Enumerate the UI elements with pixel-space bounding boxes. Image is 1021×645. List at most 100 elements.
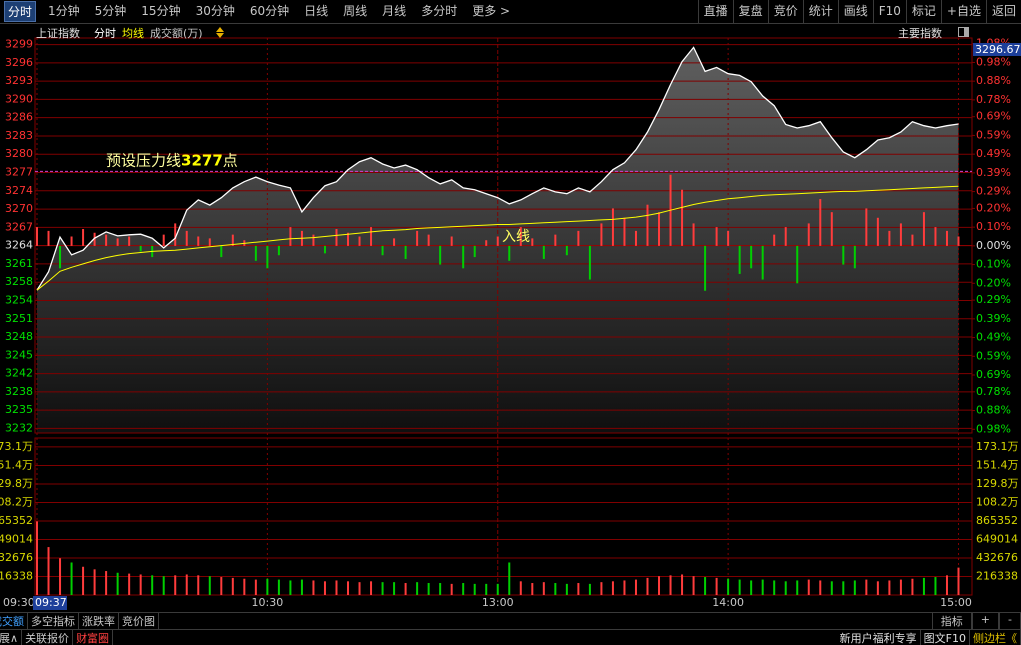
change-bar xyxy=(888,230,891,246)
toolbar-button[interactable]: 直播 xyxy=(697,0,733,23)
toolbar-button[interactable]: +自选 xyxy=(940,0,986,23)
toolbar-button[interactable]: 返回 xyxy=(985,0,1021,23)
status-link[interactable]: 新用户福利专享 xyxy=(837,630,921,645)
change-bar xyxy=(358,236,361,246)
y-tick-label: 3267 xyxy=(5,220,33,233)
volume-bar xyxy=(819,580,822,595)
change-bar xyxy=(485,240,488,246)
legend-average[interactable]: 均线 xyxy=(122,26,144,40)
change-bar xyxy=(439,245,442,265)
change-bar xyxy=(347,232,350,246)
indicator-tab[interactable]: 多空指标 xyxy=(28,613,79,629)
volume-tick-label: 129.8万 xyxy=(0,477,33,490)
main-index[interactable]: 主要指数 xyxy=(898,26,942,40)
y-tick-label: 3251 xyxy=(5,312,33,325)
period-tab[interactable]: 1分钟 xyxy=(48,4,80,18)
change-bar xyxy=(727,230,730,246)
index-title: 上证指数 xyxy=(36,26,80,40)
period-tab[interactable]: 分时 xyxy=(4,1,37,22)
panel-icon[interactable] xyxy=(958,27,970,38)
tab-button[interactable]: 指标 xyxy=(931,613,972,629)
toolbar-button[interactable]: 复盘 xyxy=(732,0,768,23)
status-group: 展∧ 关联报价 财富圈 xyxy=(0,630,114,645)
change-bar xyxy=(220,245,223,258)
x-tick-label: 14:00 xyxy=(712,596,744,609)
change-bar xyxy=(842,245,845,265)
y-tick-label: 3296 xyxy=(5,56,33,69)
y-tick-label: 3242 xyxy=(5,367,33,380)
y-tick-label: 3248 xyxy=(5,330,33,343)
change-bar xyxy=(565,245,568,256)
y2-tick-label: 0.98% xyxy=(976,55,1011,68)
y2-tick-label: 0.20% xyxy=(976,201,1011,214)
change-bar xyxy=(36,227,38,246)
indicator-tab[interactable]: 涨跌率 xyxy=(79,613,119,629)
volume-bar xyxy=(243,578,246,595)
change-bar xyxy=(658,212,661,246)
y-tick-label: 3245 xyxy=(5,348,33,361)
tab-button[interactable]: - xyxy=(999,613,1021,629)
period-tab[interactable]: 30分钟 xyxy=(195,4,235,18)
y2-tick-label: 0.69% xyxy=(976,368,1011,381)
change-bar xyxy=(404,245,407,259)
change-bar xyxy=(807,223,810,246)
period-tab[interactable]: 60分钟 xyxy=(249,4,290,18)
indicator-tab[interactable]: 成交额 xyxy=(0,613,28,629)
toolbar-button[interactable]: 标记 xyxy=(905,0,941,23)
legend-volume[interactable]: 成交额(万) xyxy=(150,26,203,40)
y-tick-label: 3270 xyxy=(5,202,33,215)
volume-bar xyxy=(266,578,269,595)
period-tab[interactable]: 多分时 xyxy=(421,4,458,18)
change-bar xyxy=(830,212,833,246)
volume-bar xyxy=(761,579,764,595)
volume-bar xyxy=(82,566,85,595)
change-bar xyxy=(738,245,741,274)
volume-bar xyxy=(830,581,833,595)
change-bar xyxy=(784,227,787,246)
tab-button[interactable]: + xyxy=(971,613,1000,629)
indicator-tab[interactable]: 竞价图 xyxy=(119,613,159,629)
sort-icon[interactable] xyxy=(216,27,224,38)
status-link[interactable]: 侧边栏《 xyxy=(970,630,1021,645)
status-link[interactable]: 关联报价 xyxy=(22,630,74,645)
sub-header: 上证指数 分时 均线 成交额(万) 主要指数 xyxy=(0,24,1021,41)
y2-tick-label: 0.98% xyxy=(976,422,1011,435)
toolbar-button[interactable]: 统计 xyxy=(802,0,838,23)
status-link[interactable]: 财富圈 xyxy=(73,630,114,645)
change-bar xyxy=(59,245,62,269)
volume-bar xyxy=(796,580,799,595)
volume-bar xyxy=(347,581,350,595)
toolbar-button[interactable]: 画线 xyxy=(837,0,873,23)
volume-pane xyxy=(34,437,973,596)
period-tab[interactable]: 15分钟 xyxy=(141,4,181,18)
change-bar xyxy=(427,234,430,246)
period-tab[interactable]: 月线 xyxy=(382,4,407,18)
x-tick-label: 15:00 xyxy=(940,596,972,609)
volume-bar xyxy=(277,579,280,595)
period-tab[interactable]: 5分钟 xyxy=(94,4,127,18)
volume-bar xyxy=(93,569,96,595)
period-tab[interactable]: 周线 xyxy=(343,4,368,18)
toolbar-button[interactable]: F10 xyxy=(872,0,906,23)
change-bar xyxy=(681,189,684,246)
period-tab[interactable]: 日线 xyxy=(304,4,329,18)
volume-tick-label: 173.1万 xyxy=(0,440,33,453)
y-tick-label: 3264 xyxy=(5,239,33,252)
y-tick-label: 3238 xyxy=(5,385,33,398)
period-tabs: 分时 1分钟 5分钟 15分钟 30分钟 60分钟 日线 周线 月线 多分时 更多 > xyxy=(0,1,513,22)
change-bar xyxy=(139,245,142,252)
legend-price[interactable]: 分时 xyxy=(94,26,116,40)
volume-bar xyxy=(554,583,557,595)
change-bar xyxy=(876,217,879,246)
change-bar xyxy=(554,234,557,246)
volume-bar xyxy=(531,583,534,595)
toolbar-button[interactable]: 竞价 xyxy=(767,0,803,23)
status-link[interactable]: 展∧ xyxy=(0,630,23,645)
period-tab[interactable]: 更多 > xyxy=(472,4,511,18)
change-bar xyxy=(312,234,315,246)
change-bar xyxy=(922,212,925,246)
status-link[interactable]: 图文F10 xyxy=(921,630,970,645)
volume-bar xyxy=(220,577,223,595)
pressure-value: 3277 xyxy=(181,151,223,169)
